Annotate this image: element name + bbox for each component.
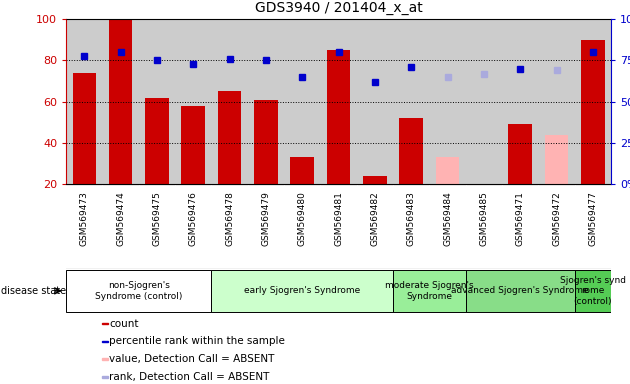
Bar bbox=[145, 98, 169, 184]
Text: GSM569483: GSM569483 bbox=[407, 191, 416, 246]
Bar bbox=[254, 100, 278, 184]
Text: GSM569471: GSM569471 bbox=[516, 191, 525, 246]
Bar bbox=[327, 50, 350, 184]
Text: percentile rank within the sample: percentile rank within the sample bbox=[110, 336, 285, 346]
Text: GSM569475: GSM569475 bbox=[152, 191, 161, 246]
Text: Sjogren's synd
rome
(control): Sjogren's synd rome (control) bbox=[560, 276, 626, 306]
Text: GSM569482: GSM569482 bbox=[370, 191, 379, 246]
Bar bbox=[466, 270, 575, 312]
Bar bbox=[290, 157, 314, 184]
Text: moderate Sjogren's
Syndrome: moderate Sjogren's Syndrome bbox=[385, 281, 474, 301]
Bar bbox=[66, 270, 212, 312]
Bar bbox=[101, 341, 108, 342]
Text: early Sjogren's Syndrome: early Sjogren's Syndrome bbox=[244, 286, 360, 295]
Text: advanced Sjogren's Syndrome: advanced Sjogren's Syndrome bbox=[452, 286, 589, 295]
Bar bbox=[218, 91, 241, 184]
Text: non-Sjogren's
Syndrome (control): non-Sjogren's Syndrome (control) bbox=[95, 281, 183, 301]
Bar bbox=[181, 106, 205, 184]
Bar bbox=[101, 359, 108, 360]
Bar bbox=[101, 323, 108, 324]
Text: GSM569473: GSM569473 bbox=[80, 191, 89, 246]
Text: GSM569484: GSM569484 bbox=[443, 191, 452, 246]
Bar bbox=[581, 40, 605, 184]
Bar bbox=[109, 19, 132, 184]
Bar bbox=[101, 376, 108, 377]
Text: GSM569476: GSM569476 bbox=[189, 191, 198, 246]
Bar bbox=[393, 270, 466, 312]
Text: GSM569481: GSM569481 bbox=[334, 191, 343, 246]
Text: count: count bbox=[110, 319, 139, 329]
Bar bbox=[436, 157, 459, 184]
Text: GSM569474: GSM569474 bbox=[116, 191, 125, 246]
Bar bbox=[363, 176, 387, 184]
Bar bbox=[508, 124, 532, 184]
Bar bbox=[212, 270, 393, 312]
Text: GSM569478: GSM569478 bbox=[225, 191, 234, 246]
Text: value, Detection Call = ABSENT: value, Detection Call = ABSENT bbox=[110, 354, 275, 364]
Text: GSM569485: GSM569485 bbox=[479, 191, 488, 246]
Text: GSM569480: GSM569480 bbox=[298, 191, 307, 246]
Bar bbox=[575, 270, 611, 312]
Bar bbox=[399, 118, 423, 184]
Title: GDS3940 / 201404_x_at: GDS3940 / 201404_x_at bbox=[255, 2, 423, 15]
Bar bbox=[72, 73, 96, 184]
Text: disease state: disease state bbox=[1, 286, 66, 296]
Text: GSM569472: GSM569472 bbox=[552, 191, 561, 246]
Text: rank, Detection Call = ABSENT: rank, Detection Call = ABSENT bbox=[110, 372, 270, 382]
Text: GSM569479: GSM569479 bbox=[261, 191, 270, 246]
Text: GSM569477: GSM569477 bbox=[588, 191, 597, 246]
Bar bbox=[545, 135, 568, 184]
